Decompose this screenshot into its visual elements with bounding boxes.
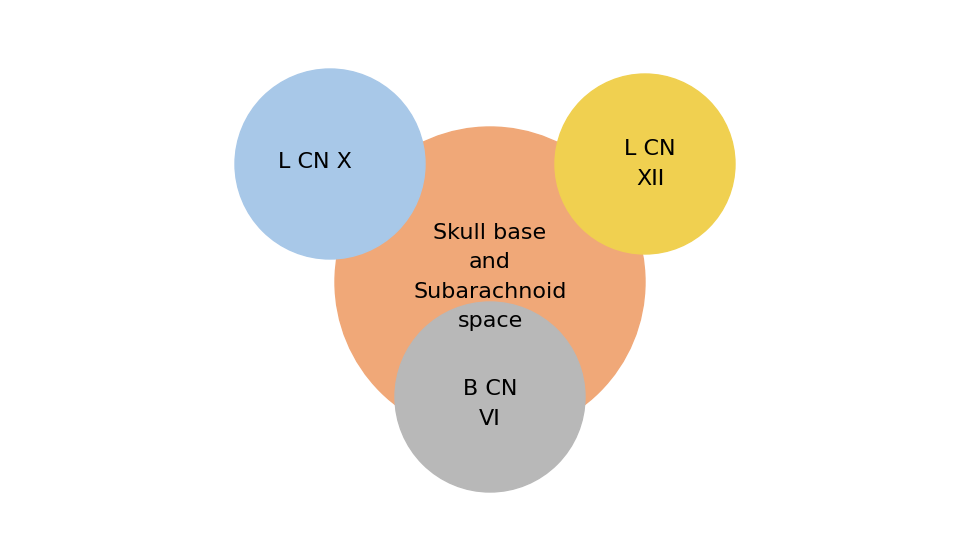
Circle shape bbox=[235, 69, 425, 259]
Circle shape bbox=[335, 127, 645, 437]
Circle shape bbox=[395, 302, 585, 492]
Circle shape bbox=[555, 74, 735, 254]
Text: B CN
VI: B CN VI bbox=[463, 379, 517, 429]
Text: Skull base
and
Subarachnoid
space: Skull base and Subarachnoid space bbox=[414, 222, 566, 331]
Text: L CN X: L CN X bbox=[278, 152, 352, 172]
Text: L CN
XII: L CN XII bbox=[624, 139, 676, 189]
